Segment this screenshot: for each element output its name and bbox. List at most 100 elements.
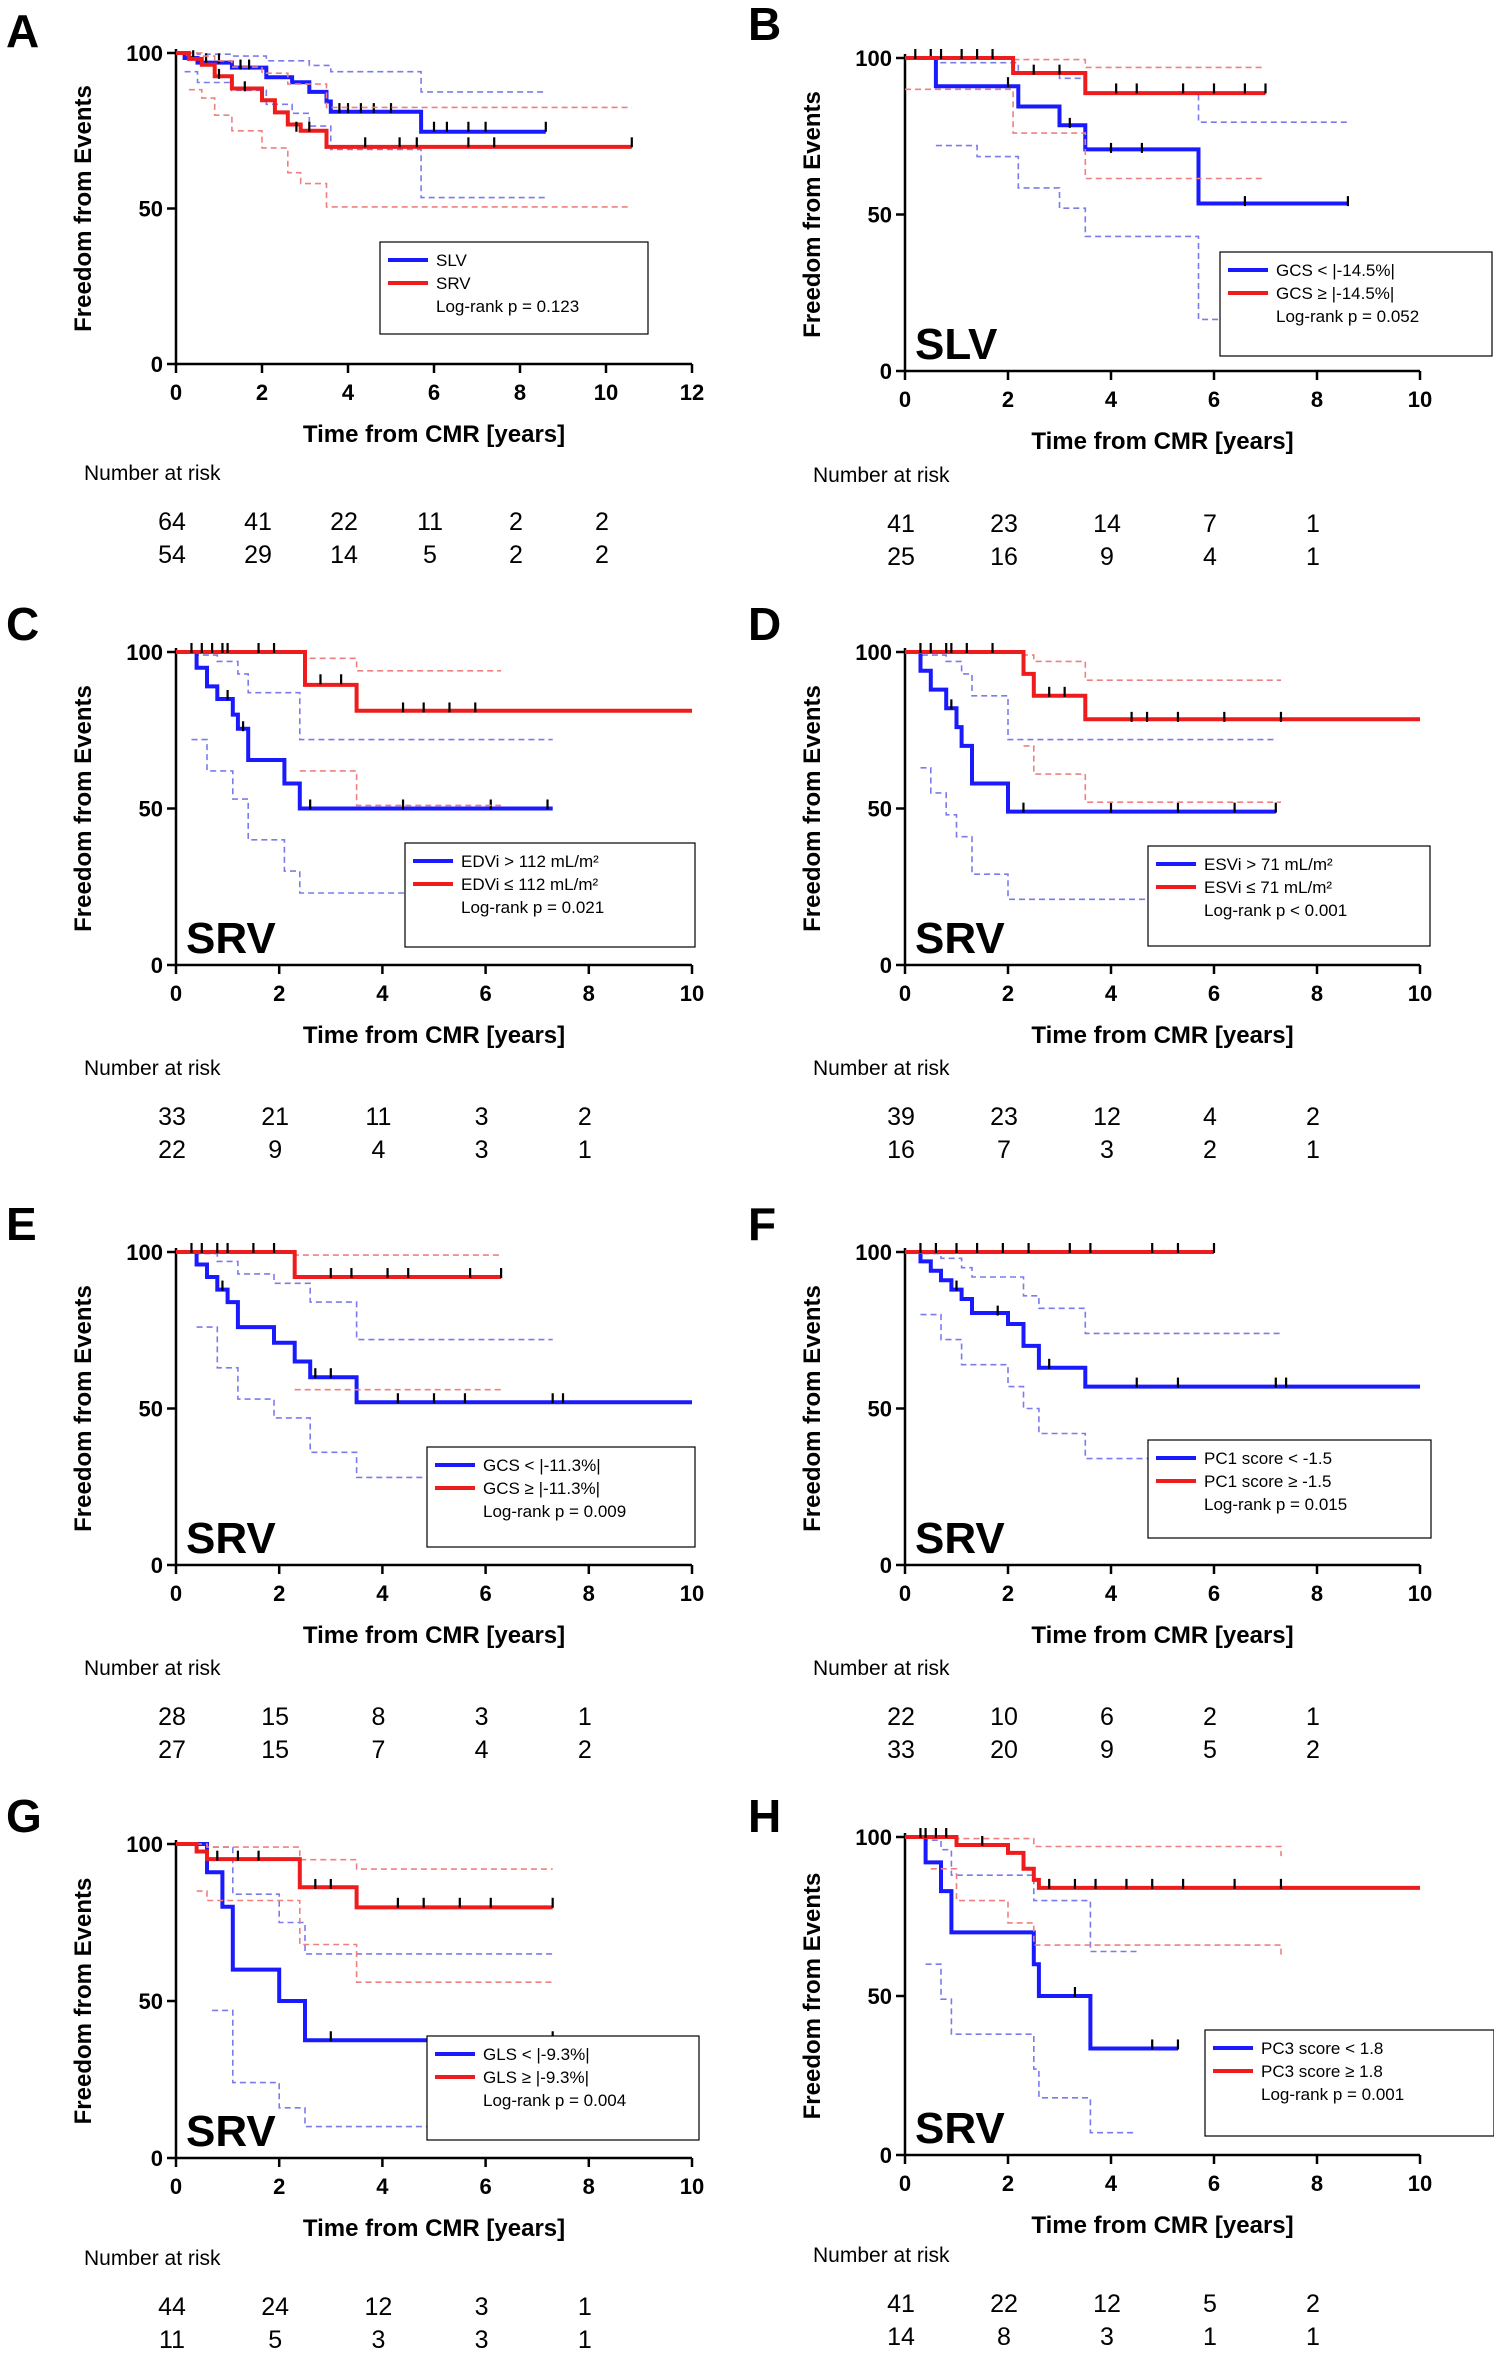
ci-upper-line [905,651,1276,741]
risk-count: 2 [578,1736,592,1764]
legend-box [379,241,649,335]
ci-lower-line [196,1326,553,1479]
risk-count: 1 [1306,2323,1320,2351]
ci-lower-line [935,144,1348,321]
risk-count: 23 [990,1103,1018,1131]
series-1 [176,650,553,894]
risk-count: 12 [1093,1103,1121,1131]
legend-label: EDVi ≤ 112 mL/m² [461,875,599,894]
ci-lower-line [925,1963,1137,2134]
km-curve [176,650,692,713]
x-tick-label: 2 [273,2174,285,2199]
x-tick-label: 6 [479,2174,491,2199]
risk-table-header: Number at risk [813,1057,950,1080]
legend-pvalue: Log-rank p = 0.015 [1204,1495,1347,1514]
x-tick-label: 12 [680,380,704,405]
risk-count: 4 [1203,543,1217,571]
legend-label: PC3 score < 1.8 [1261,2039,1383,2058]
legend-pvalue: Log-rank p = 0.009 [483,1502,626,1521]
x-tick-label: 8 [1311,981,1323,1006]
y-tick-label: 50 [868,203,892,228]
risk-count: 2 [1306,2290,1320,2318]
x-tick-label: 4 [376,981,389,1006]
series-2 [905,1828,1420,1955]
y-tick-label: 0 [880,2143,892,2168]
y-axis-label: Freedom from Events [70,685,97,932]
risk-count: 1 [578,2326,592,2354]
y-tick-label: 50 [868,1397,892,1422]
risk-count: 2 [509,541,523,569]
risk-count: 3 [475,1103,489,1131]
x-tick-label: 10 [1408,981,1432,1006]
legend-pvalue: Log-rank p = 0.004 [483,2091,626,2110]
x-axis-label: Time from CMR [years] [303,1622,565,1649]
km-curve [176,1842,692,2043]
panel-letter: G [6,1790,42,1842]
y-tick-label: 50 [868,797,892,822]
x-tick-label: 0 [899,981,911,1006]
x-tick-label: 10 [1408,2171,1432,2196]
ci-lower-line [212,2009,553,2128]
legend: GCS < |-11.3%| GCS ≥ |-11.3%| Log-rank p =… [426,1446,696,1548]
legend-label: GLS < |-9.3%| [483,2045,590,2064]
ci-lower-line [299,770,502,807]
y-tick-label: 100 [855,640,892,665]
legend-box [1204,2029,1494,2137]
x-tick-label: 2 [1002,981,1014,1006]
series-1 [905,49,1350,321]
risk-count: 1 [1306,543,1320,571]
y-tick-label: 50 [139,1989,163,2014]
x-tick-label: 8 [583,2174,595,2199]
risk-count: 1 [578,1136,592,1164]
risk-table: Number at risk 22 10 6 2 1 33 20 9 5 2 [813,1657,1320,1764]
risk-table-header: Number at risk [813,1657,950,1680]
risk-table-header: Number at risk [84,1057,221,1080]
series-1 [176,1250,692,1479]
y-axis-label: Freedom from Events [799,1285,826,1532]
y-axis-label: Freedom from Events [799,91,826,338]
risk-count: 3 [1100,1136,1114,1164]
x-tick-label: 6 [428,380,440,405]
risk-count: 3 [1100,2323,1114,2351]
risk-count: 1 [578,1703,592,1731]
x-tick-label: 6 [1208,981,1220,1006]
risk-count: 41 [887,510,915,538]
ci-lower-line [196,1890,553,1983]
x-tick-label: 10 [680,1581,704,1606]
y-axis-label: Freedom from Events [799,685,826,932]
panel-e: E 0 50 100 0 2 4 6 8 10 Time from CMR [years] Freed… [6,1198,704,1764]
y-tick-label: 100 [855,1240,892,1265]
y-tick-label: 100 [126,41,163,66]
risk-count: 14 [330,541,358,569]
risk-count: 10 [990,1703,1018,1731]
risk-count: 15 [261,1736,289,1764]
risk-count: 54 [158,541,186,569]
risk-count: 8 [371,1703,385,1731]
panel-h: H 0 50 100 0 2 4 6 8 10 Time from CMR [years] Freed… [748,1790,1494,2351]
risk-table-header: Number at risk [84,462,221,485]
y-tick-label: 0 [151,953,163,978]
x-tick-label: 2 [273,981,285,1006]
group-tag: SLV [915,320,998,369]
legend-label: SRV [436,274,471,293]
x-axis-label: Time from CMR [years] [303,1022,565,1049]
x-tick-label: 6 [1208,387,1220,412]
risk-table: Number at risk 28 15 8 3 1 27 15 7 4 2 [84,1657,592,1764]
y-tick-label: 50 [868,1984,892,2009]
series-1 [176,50,547,199]
y-tick-label: 50 [139,197,163,222]
risk-count: 16 [887,1136,915,1164]
risk-count: 22 [990,2290,1018,2318]
legend-label: GCS ≥ |-11.3%| [483,1479,600,1498]
risk-count: 5 [423,541,437,569]
ci-lower-line [930,1868,1282,1955]
risk-count: 9 [268,1136,282,1164]
legend: PC1 score < -1.5 PC1 score ≥ -1.5 Log-rank… [1147,1439,1432,1539]
risk-count: 15 [261,1703,289,1731]
y-tick-label: 0 [880,1553,892,1578]
risk-count: 8 [997,2323,1011,2351]
